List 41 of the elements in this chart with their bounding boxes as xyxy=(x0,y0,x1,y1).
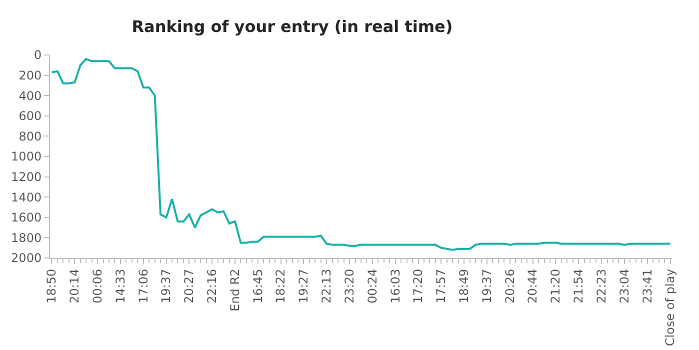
y-tick-label: 1400 xyxy=(11,190,42,204)
x-tick-label: 00:24 xyxy=(365,268,380,304)
y-tick-label: 600 xyxy=(18,109,42,124)
x-tick-label: 14:33 xyxy=(113,268,128,304)
x-tick-label: 18:50 xyxy=(44,268,59,304)
x-tick-label: 23:20 xyxy=(342,268,356,304)
y-tick-label: 1800 xyxy=(11,230,42,245)
x-tick-label: 16:45 xyxy=(250,268,265,304)
x-tick-label: 19:37 xyxy=(480,268,494,304)
x-tick-label: 21:20 xyxy=(548,268,563,304)
x-tick-label: 20:14 xyxy=(68,268,82,304)
x-tick-label: 17:57 xyxy=(434,268,448,304)
x-tick-label: 23:41 xyxy=(640,268,654,304)
x-tick-label: 20:27 xyxy=(182,268,196,304)
x-tick-label: 22:13 xyxy=(320,268,334,304)
y-tick-label: 1600 xyxy=(11,210,42,225)
x-tick-label: 20:44 xyxy=(526,268,540,304)
x-tick-label: 20:26 xyxy=(502,268,517,304)
y-tick-label: 2000 xyxy=(11,251,42,266)
chart-title: Ranking of your entry (in real time) xyxy=(132,17,453,36)
y-tick-label: 1000 xyxy=(11,150,42,164)
x-tick-label: 16:03 xyxy=(388,268,402,304)
x-tick-label: Close of play xyxy=(663,268,678,346)
x-tick-label: 22:16 xyxy=(204,268,219,304)
y-tick-label: 1200 xyxy=(11,170,42,184)
x-tick-label: 21:54 xyxy=(572,268,586,304)
x-tick-label: 17:20 xyxy=(411,268,426,304)
x-tick-label: 23:04 xyxy=(617,268,632,304)
line-series xyxy=(50,58,672,251)
y-tick-label: 200 xyxy=(18,68,42,82)
y-tick-label: 800 xyxy=(18,129,42,144)
x-tick-label: End R2 xyxy=(228,268,242,312)
x-tick-label: 17:06 xyxy=(136,268,150,304)
x-tick-label: 18:22 xyxy=(274,268,288,304)
x-tick-label: 18:49 xyxy=(456,268,471,304)
x-tick-label: 22:23 xyxy=(594,268,608,304)
x-tick-label: 19:27 xyxy=(296,268,311,304)
y-tick-label: 400 xyxy=(18,88,42,103)
x-tick-label: 00:06 xyxy=(90,268,104,304)
x-tick-label: 19:37 xyxy=(159,268,174,304)
y-tick-label: 0 xyxy=(34,48,42,62)
